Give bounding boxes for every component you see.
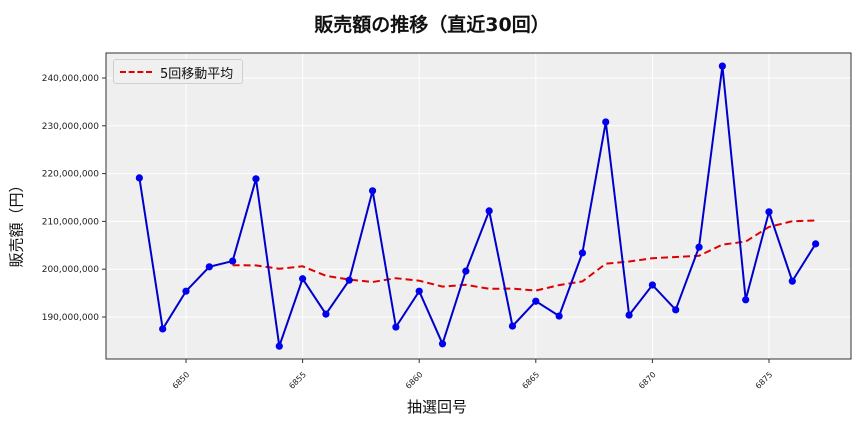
data-point bbox=[415, 287, 423, 295]
data-point bbox=[648, 281, 657, 289]
data-point bbox=[742, 296, 750, 304]
data-point bbox=[345, 276, 353, 284]
data-point bbox=[765, 208, 773, 216]
legend: 5回移動平均 bbox=[113, 59, 243, 84]
data-point bbox=[368, 187, 377, 195]
data-point bbox=[392, 323, 400, 331]
data-point bbox=[602, 118, 610, 126]
x-tick-label: 6875 bbox=[754, 370, 775, 391]
y-axis-ticks: 190,000,000 200,000,000 210,000,000 220,000… bbox=[42, 74, 106, 323]
data-point bbox=[182, 287, 190, 295]
data-point bbox=[578, 249, 587, 257]
data-point bbox=[229, 257, 237, 265]
y-tick-label: 210,000,000 bbox=[42, 217, 100, 227]
y-tick-label: 230,000,000 bbox=[42, 122, 100, 132]
x-tick-label: 6850 bbox=[171, 370, 192, 391]
data-point bbox=[462, 267, 470, 275]
data-point bbox=[299, 275, 307, 283]
y-tick-label: 190,000,000 bbox=[42, 313, 100, 323]
sales-line bbox=[138, 65, 817, 347]
data-point bbox=[252, 175, 260, 183]
moving-average-line bbox=[232, 219, 816, 292]
data-point bbox=[159, 325, 167, 333]
x-tick-label: 6865 bbox=[520, 370, 541, 391]
x-tick-label: 6870 bbox=[637, 370, 658, 391]
x-axis-label: 抽選回号 bbox=[406, 398, 467, 416]
plot-area bbox=[105, 52, 852, 360]
y-tick-label: 220,000,000 bbox=[42, 170, 100, 180]
y-tick-label: 200,000,000 bbox=[42, 265, 100, 275]
data-point bbox=[135, 174, 143, 182]
data-point bbox=[555, 312, 563, 320]
legend-dashed-line-icon bbox=[120, 71, 152, 73]
data-point bbox=[205, 263, 213, 271]
x-tick-label: 6855 bbox=[287, 370, 308, 391]
data-point bbox=[625, 311, 633, 319]
x-axis-ticks: 6850 6855 6860 6865 6870 6875 bbox=[171, 359, 775, 391]
data-point bbox=[508, 322, 517, 330]
data-point bbox=[485, 207, 493, 215]
y-tick-label: 240,000,000 bbox=[42, 74, 100, 84]
data-point bbox=[438, 340, 447, 348]
chart-title: 販売額の推移（直近30回） bbox=[314, 14, 550, 36]
data-point bbox=[695, 243, 703, 251]
data-point bbox=[812, 240, 820, 248]
data-point bbox=[718, 62, 726, 70]
data-point bbox=[532, 297, 540, 305]
x-tick-label: 6860 bbox=[404, 370, 425, 391]
data-point bbox=[788, 277, 796, 285]
sales-markers bbox=[135, 62, 820, 350]
data-point bbox=[322, 310, 330, 318]
data-point bbox=[275, 342, 283, 350]
data-point bbox=[672, 306, 680, 314]
y-axis-label: 販売額（円） bbox=[7, 177, 26, 268]
legend-label: 5回移動平均 bbox=[160, 67, 234, 82]
